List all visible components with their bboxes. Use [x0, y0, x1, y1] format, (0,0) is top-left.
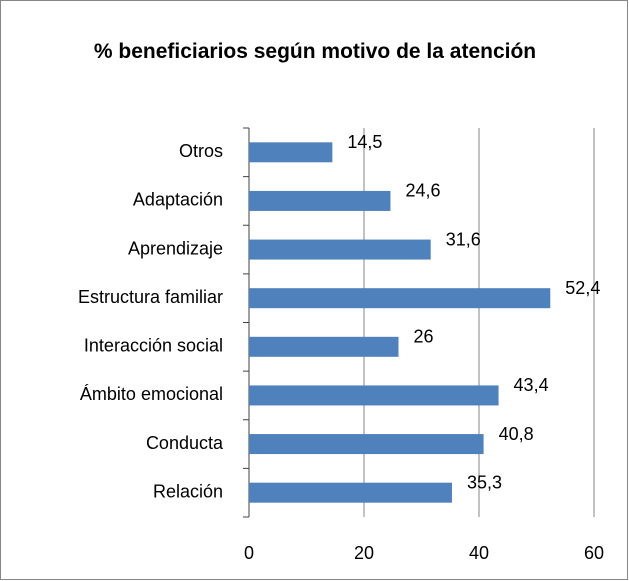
data-label: 52,4	[565, 278, 600, 298]
y-tick-label: Estructura familiar	[78, 287, 223, 307]
bar	[249, 434, 484, 455]
data-label: 40,8	[499, 424, 534, 444]
data-label: 26	[414, 327, 434, 347]
bar	[249, 482, 452, 503]
bar	[249, 336, 399, 357]
data-label: 24,6	[405, 181, 440, 201]
bar	[249, 190, 391, 211]
x-tick-label: 20	[354, 543, 374, 563]
data-label: 14,5	[347, 132, 382, 152]
data-label: 31,6	[446, 229, 481, 249]
chart-title: % beneficiarios según motivo de la atenc…	[93, 40, 537, 63]
data-label: 43,4	[514, 375, 549, 395]
bar	[249, 142, 333, 163]
y-tick-label: Relación	[153, 481, 223, 501]
y-tick-label: Aprendizaje	[128, 238, 223, 258]
data-label: 35,3	[467, 472, 502, 492]
y-tick-label: Otros	[179, 141, 223, 161]
x-tick-label: 40	[469, 543, 489, 563]
bar	[249, 385, 499, 406]
y-tick-label: Interacción social	[84, 336, 223, 356]
x-tick-label: 60	[584, 543, 604, 563]
y-tick-label: Ámbito emocional	[80, 384, 223, 404]
bar	[249, 239, 431, 260]
x-tick-label: 0	[244, 543, 254, 563]
y-tick-label: Adaptación	[133, 190, 223, 210]
y-tick-label: Conducta	[146, 433, 224, 453]
bar	[249, 288, 551, 309]
